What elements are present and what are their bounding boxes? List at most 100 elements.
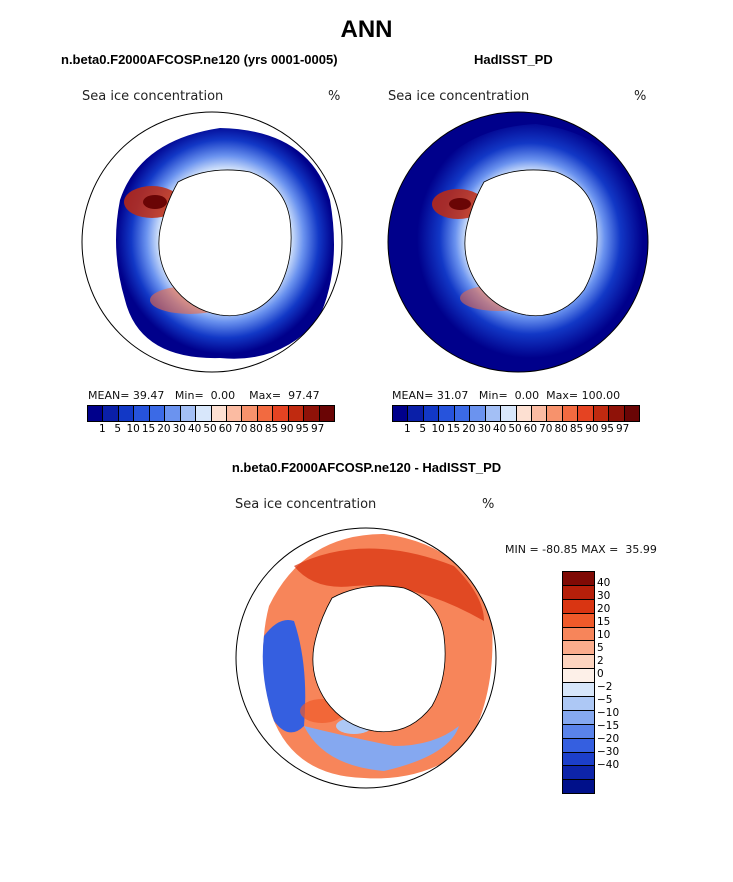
diff-colorbar-swatch — [563, 724, 594, 739]
panel1-colorbar-swatch — [304, 406, 320, 421]
panel1-colorbar-tick-label: 70 — [234, 423, 248, 435]
panel2-colorbar-swatch — [516, 406, 532, 421]
panel1-colorbar-swatch — [134, 406, 150, 421]
panel1-colorbar-tick-label: 15 — [141, 423, 156, 435]
diff-colorbar-tick-label: −5 — [597, 694, 613, 706]
diff-colorbar-swatch — [563, 627, 594, 642]
panel1-max-label: Max= — [249, 389, 282, 402]
panel1-colorbar-tick-label: 97 — [310, 423, 325, 435]
panel2-min-label: Min= — [478, 389, 508, 402]
panel1-colorbar-swatch — [273, 406, 289, 421]
panel2-colorbar-swatch — [393, 406, 409, 421]
panel1-colorbar-swatch — [88, 406, 104, 421]
panel2-colorbar-tick-label: 97 — [615, 423, 630, 435]
panel2-colorbar-ticks: 1 5 10 15 20 30 40 50 60 70 80 85 90 95 97 — [392, 423, 638, 437]
diff-colorbar-swatch — [563, 766, 594, 781]
panel2-mean-label: MEAN= — [392, 389, 434, 402]
panel1-colorbar-tick-label: 20 — [157, 423, 171, 435]
diff-units: % — [482, 497, 495, 512]
panel1-mean-label: MEAN= — [88, 389, 130, 402]
panel2-field-label: Sea ice concentration — [388, 89, 530, 104]
panel1-colorbar-swatch — [257, 406, 274, 421]
diff-colorbar-tick-label: −30 — [597, 746, 620, 758]
diff-colorbar-tick-label: −2 — [597, 681, 613, 693]
panel2-colorbar-swatch — [439, 406, 455, 421]
panel2-colorbar-swatch — [454, 406, 471, 421]
diff-colorbar-tick-label: −10 — [597, 707, 620, 719]
diff-colorbar-swatch — [563, 613, 594, 628]
panel2-antarctica — [464, 169, 598, 317]
panel1-colorbar-tick-label: 40 — [187, 423, 202, 435]
diff-antarctica — [312, 585, 446, 733]
panel1-colorbar-swatch — [118, 406, 135, 421]
panel1-colorbar-ticks: 1 5 10 15 20 30 40 50 60 70 80 85 90 95 97 — [87, 423, 333, 437]
panel1-colorbar-swatch — [165, 406, 181, 421]
panel2-colorbar-swatch — [423, 406, 440, 421]
panel1-colorbar — [87, 405, 335, 422]
diff-colorbar-swatch — [563, 655, 594, 670]
panel2-colorbar-tick-label: 40 — [492, 423, 507, 435]
panel2-colorbar-tick-label: 60 — [523, 423, 538, 435]
panel1-colorbar-tick-label: 1 — [99, 423, 106, 435]
panel1-colorbar-swatch — [196, 406, 212, 421]
panel1-colorbar-tick-label: 90 — [280, 423, 294, 435]
diff-colorbar-swatch — [563, 752, 594, 767]
diff-colorbar-ticks: 40 30 20 15 10 5 2 0 −2 −5 −10 −15 −20 −30 −40 — [597, 571, 637, 779]
panel2-colorbar-swatch — [547, 406, 563, 421]
panel1-colorbar-tick-label: 50 — [203, 423, 217, 435]
diff-colorbar-swatch — [563, 710, 594, 725]
diff-colorbar-tick-label: 30 — [597, 590, 611, 602]
panel2-colorbar-swatch — [578, 406, 594, 421]
panel1-colorbar-tick-label: 80 — [249, 423, 263, 435]
panel2-title: HadISST_PD — [474, 52, 553, 67]
panel2-colorbar-tick-label: 20 — [462, 423, 476, 435]
panel2-max-label: Max= — [546, 389, 579, 402]
panel1-stats: MEAN= 39.47 Min= 0.00 Max= 97.47 — [88, 389, 320, 402]
panel2-colorbar-tick-label: 70 — [539, 423, 553, 435]
main-title: ANN — [340, 16, 393, 43]
panel1-min-label: Min= — [174, 389, 204, 402]
diff-colorbar-swatch — [563, 683, 594, 698]
panel2-colorbar-swatch — [470, 406, 486, 421]
diff-colorbar-tick-label: 40 — [597, 577, 611, 589]
diff-colorbar — [562, 571, 595, 795]
panel2-colorbar-tick-label: 80 — [554, 423, 568, 435]
panel1-colorbar-tick-label: 95 — [295, 423, 309, 435]
panel1-colorbar-swatch — [149, 406, 166, 421]
panel1-mean-value: 39.47 — [132, 389, 165, 402]
diff-colorbar-swatch — [563, 697, 594, 711]
diff-colorbar-tick-label: −15 — [597, 720, 620, 732]
panel2-colorbar-swatch — [593, 406, 610, 421]
panel2-colorbar-tick-label: 10 — [431, 423, 445, 435]
diff-colorbar-tick-label: 10 — [597, 629, 611, 641]
panel1-colorbar-tick-label: 5 — [114, 423, 122, 435]
panel2-colorbar-tick-label: 1 — [404, 423, 411, 435]
panel2-mean-value: 31.07 — [436, 389, 469, 402]
panel2-map — [387, 111, 649, 373]
panel2-units: % — [634, 89, 647, 104]
panel1-colorbar-swatch — [226, 406, 243, 421]
panel1-colorbar-swatch — [288, 406, 305, 421]
panel1-title: n.beta0.F2000AFCOSP.ne120 (yrs 0001-0005… — [61, 52, 338, 67]
diff-colorbar-swatch — [563, 669, 594, 684]
diff-colorbar-swatch — [563, 738, 594, 753]
diff-map — [235, 527, 497, 789]
panel1-colorbar-swatch — [242, 406, 258, 421]
diff-colorbar-swatch — [563, 599, 594, 614]
panel1-max-value: 97.47 — [288, 389, 320, 402]
panel2-colorbar — [392, 405, 640, 422]
panel2-colorbar-tick-label: 95 — [600, 423, 614, 435]
diff-colorbar-tick-label: 0 — [597, 668, 604, 680]
diff-colorbar-tick-label: 15 — [597, 616, 611, 628]
panel2-colorbar-swatch — [531, 406, 548, 421]
diff-colorbar-tick-label: 20 — [597, 603, 611, 615]
panel1-colorbar-swatch — [211, 406, 227, 421]
panel1-field-label: Sea ice concentration — [82, 89, 224, 104]
diff-title: n.beta0.F2000AFCOSP.ne120 - HadISST_PD — [231, 460, 502, 475]
panel2-stats: MEAN= 31.07 Min= 0.00 Max= 100.00 — [392, 389, 620, 402]
panel2-min-value: 0.00 — [514, 389, 540, 402]
panel1-colorbar-tick-label: 85 — [264, 423, 279, 435]
panel1-antarctica — [158, 169, 292, 317]
diff-colorbar-swatch — [563, 585, 594, 600]
panel2-max-value: 100.00 — [581, 389, 621, 402]
